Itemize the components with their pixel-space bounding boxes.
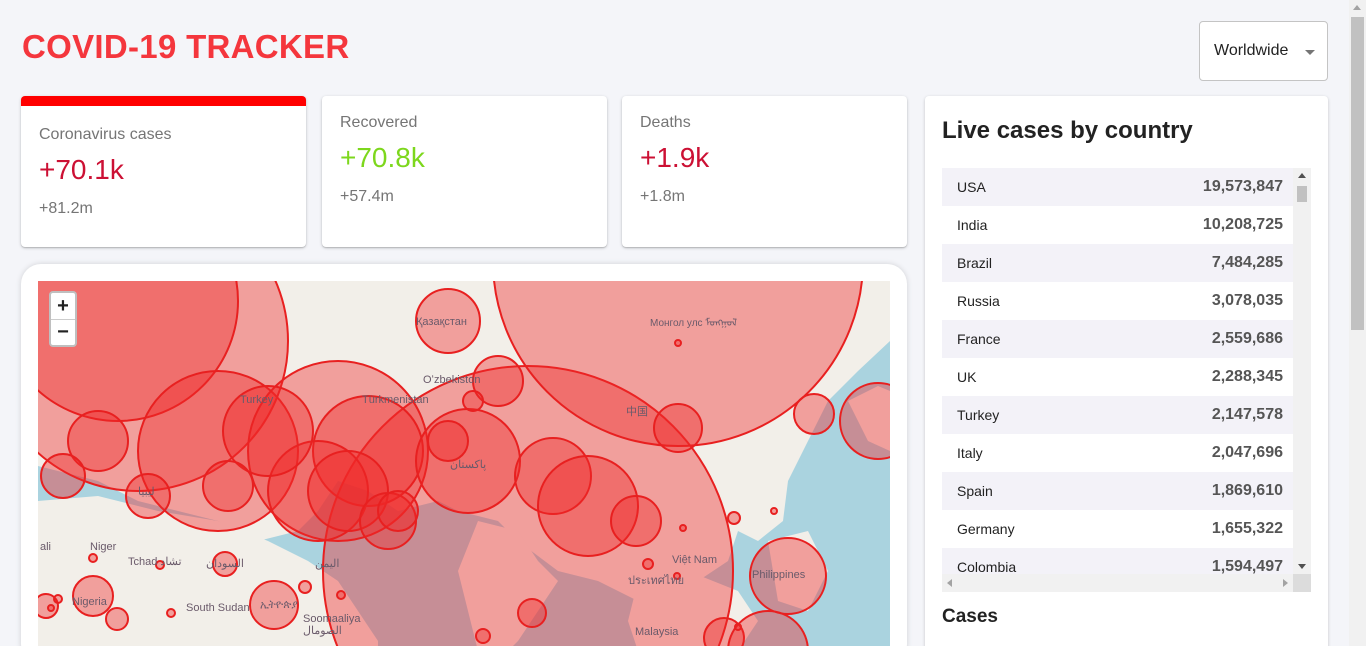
- country-select[interactable]: Worldwide: [1199, 21, 1328, 81]
- map-label-chad: Tchad تشاد: [128, 556, 182, 568]
- country-table-rows: USA 19,573,847 India 10,208,725 Brazil 7,484,…: [942, 168, 1293, 586]
- stat-today-value: +70.1k: [39, 154, 124, 185]
- row-country: France: [957, 331, 1001, 347]
- map-label-philippines: Philippines: [752, 569, 806, 581]
- table-row[interactable]: India 10,208,725: [942, 206, 1293, 244]
- scroll-right-icon[interactable]: [1283, 579, 1288, 587]
- scroll-up-icon[interactable]: [1298, 173, 1306, 178]
- row-country: Turkey: [957, 407, 1000, 423]
- page-scrollbar[interactable]: [1349, 0, 1366, 646]
- map-label-ethiopia: ኢትዮጵያ: [260, 599, 298, 611]
- map-label-mali: ali: [40, 541, 52, 553]
- row-cases: 2,559,686: [1211, 330, 1283, 347]
- row-country: USA: [957, 179, 986, 195]
- land-japan: [848, 386, 890, 451]
- table-row[interactable]: France 2,559,686: [942, 320, 1293, 358]
- row-cases: 3,078,035: [1211, 292, 1283, 309]
- zoom-control: + −: [49, 291, 77, 347]
- table-row[interactable]: Germany 1,655,322: [942, 510, 1293, 548]
- row-cases: 1,594,497: [1211, 558, 1283, 575]
- row-cases: 2,047,696: [1211, 444, 1283, 461]
- stat-total-value: +81.2m: [39, 200, 93, 217]
- map-label-mongolia: Монгол улс ᠮᠣᠩᠭᠣᠯ: [650, 318, 737, 329]
- row-cases: 7,484,285: [1211, 254, 1283, 271]
- row-country: Spain: [957, 483, 993, 499]
- right-panel: Live cases by country USA 19,573,847 India…: [925, 96, 1328, 646]
- row-cases: 1,869,610: [1211, 482, 1283, 499]
- scroll-down-icon[interactable]: [1298, 564, 1306, 569]
- map-label-china: 中国: [626, 406, 648, 418]
- panel-title: Live cases by country: [942, 117, 1193, 144]
- row-cases: 2,288,345: [1211, 368, 1283, 385]
- stat-title: Recovered: [340, 114, 418, 131]
- row-country: Italy: [957, 445, 983, 461]
- stat-today-value: +1.9k: [640, 142, 710, 173]
- zoom-in-button[interactable]: +: [57, 294, 69, 317]
- zoom-out-button[interactable]: −: [51, 319, 75, 345]
- country-select-value: Worldwide: [1214, 42, 1289, 59]
- stat-total-value: +57.4m: [340, 188, 394, 205]
- table-row[interactable]: Italy 2,047,696: [942, 434, 1293, 472]
- map-canvas[interactable]: [38, 281, 890, 646]
- stat-title: Deaths: [640, 114, 691, 131]
- map-label-sudan: السودان: [206, 558, 244, 570]
- land-africa: [38, 496, 378, 646]
- map-label-niger: Niger: [90, 541, 117, 553]
- table-vertical-scrollbar[interactable]: [1293, 168, 1311, 574]
- row-country: UK: [957, 369, 977, 385]
- scrollbar-corner: [1293, 574, 1311, 592]
- map-label-uzbekistan: Oʻzbekiston: [423, 374, 481, 386]
- map-label-vietnam: Việt Nam: [672, 554, 718, 566]
- world-map[interactable]: + − Қазақстан Монгол улс ᠮᠣᠩᠭᠣᠯ Oʻzbekis…: [38, 281, 890, 646]
- table-horizontal-scrollbar[interactable]: [942, 574, 1293, 592]
- row-country: Germany: [957, 521, 1015, 537]
- stat-today-value: +70.8k: [340, 142, 425, 173]
- row-country: Brazil: [957, 255, 993, 271]
- map-label-turkey: Turkey: [240, 394, 274, 406]
- land-philippines: [768, 531, 828, 611]
- dropdown-arrow-icon: [1305, 50, 1315, 55]
- row-country: Colombia: [957, 559, 1017, 575]
- table-row[interactable]: Brazil 7,484,285: [942, 244, 1293, 282]
- table-row[interactable]: UK 2,288,345: [942, 358, 1293, 396]
- stat-total-value: +1.8m: [640, 188, 685, 205]
- stat-card-deaths[interactable]: Deaths +1.9k +1.8m: [622, 96, 907, 247]
- row-cases: 2,147,578: [1211, 406, 1283, 423]
- table-row[interactable]: Russia 3,078,035: [942, 282, 1293, 320]
- scroll-left-icon[interactable]: [947, 579, 952, 587]
- scroll-thumb[interactable]: [1297, 186, 1307, 202]
- map-label-nigeria: Nigeria: [72, 596, 107, 608]
- map-label-pakistan: پاکستان: [450, 459, 487, 471]
- map-label-libya: ليبيا: [138, 486, 155, 498]
- country-table[interactable]: USA 19,573,847 India 10,208,725 Brazil 7,484,…: [942, 168, 1311, 592]
- row-country: Russia: [957, 293, 1000, 309]
- map-label-turkmenistan: Türkmenistan: [362, 394, 429, 406]
- row-country: India: [957, 217, 988, 233]
- row-cases: 19,573,847: [1202, 178, 1283, 195]
- map-card: + − Қазақстан Монгол улс ᠮᠣᠩᠭᠣᠯ Oʻzbekis…: [21, 264, 907, 646]
- map-label-south-sudan: South Sudan: [186, 602, 250, 614]
- table-row[interactable]: USA 19,573,847: [942, 168, 1293, 206]
- row-cases: 1,655,322: [1211, 520, 1283, 537]
- case-circles: [38, 281, 890, 646]
- stat-title: Coronavirus cases: [39, 126, 172, 143]
- map-label-thailand: ประเทศไทย: [628, 575, 685, 587]
- row-cases: 10,208,725: [1202, 216, 1283, 233]
- graph-heading: Cases: [942, 606, 998, 627]
- land-eurasia: [38, 281, 890, 611]
- map-label-yemen: اليمن: [315, 558, 340, 570]
- land-india: [458, 521, 558, 646]
- scroll-thumb[interactable]: [1351, 17, 1364, 330]
- table-row[interactable]: Turkey 2,147,578: [942, 396, 1293, 434]
- app-title: COVID-19 TRACKER: [22, 28, 350, 65]
- stat-card-recovered[interactable]: Recovered +70.8k +57.4m: [322, 96, 607, 247]
- map-label-somalia: Soomaaliya الصومال: [303, 613, 361, 637]
- scroll-up-icon[interactable]: [1353, 5, 1361, 10]
- map-label-malaysia: Malaysia: [635, 626, 679, 638]
- stat-card-cases[interactable]: Coronavirus cases +70.1k +81.2m: [21, 96, 306, 247]
- map-label-kazakhstan: Қазақстан: [416, 316, 467, 328]
- table-row[interactable]: Spain 1,869,610: [942, 472, 1293, 510]
